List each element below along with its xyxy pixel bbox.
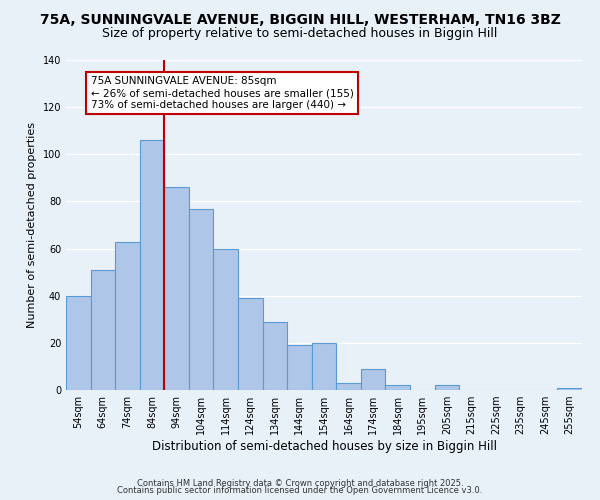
Text: Contains HM Land Registry data © Crown copyright and database right 2025.: Contains HM Land Registry data © Crown c… — [137, 478, 463, 488]
Bar — [287, 345, 312, 390]
Bar — [164, 188, 189, 390]
X-axis label: Distribution of semi-detached houses by size in Biggin Hill: Distribution of semi-detached houses by … — [151, 440, 497, 453]
Bar — [91, 270, 115, 390]
Bar — [66, 296, 91, 390]
Bar — [434, 386, 459, 390]
Bar — [214, 248, 238, 390]
Text: 75A, SUNNINGVALE AVENUE, BIGGIN HILL, WESTERHAM, TN16 3BZ: 75A, SUNNINGVALE AVENUE, BIGGIN HILL, WE… — [40, 12, 560, 26]
Text: 75A SUNNINGVALE AVENUE: 85sqm
← 26% of semi-detached houses are smaller (155)
73: 75A SUNNINGVALE AVENUE: 85sqm ← 26% of s… — [91, 76, 353, 110]
Bar — [385, 386, 410, 390]
Bar — [361, 369, 385, 390]
Text: Size of property relative to semi-detached houses in Biggin Hill: Size of property relative to semi-detach… — [103, 28, 497, 40]
Bar — [312, 343, 336, 390]
Bar — [557, 388, 582, 390]
Bar — [238, 298, 263, 390]
Bar — [336, 383, 361, 390]
Text: Contains public sector information licensed under the Open Government Licence v3: Contains public sector information licen… — [118, 486, 482, 495]
Bar — [140, 140, 164, 390]
Bar — [115, 242, 140, 390]
Bar — [189, 208, 214, 390]
Bar — [263, 322, 287, 390]
Y-axis label: Number of semi-detached properties: Number of semi-detached properties — [27, 122, 37, 328]
